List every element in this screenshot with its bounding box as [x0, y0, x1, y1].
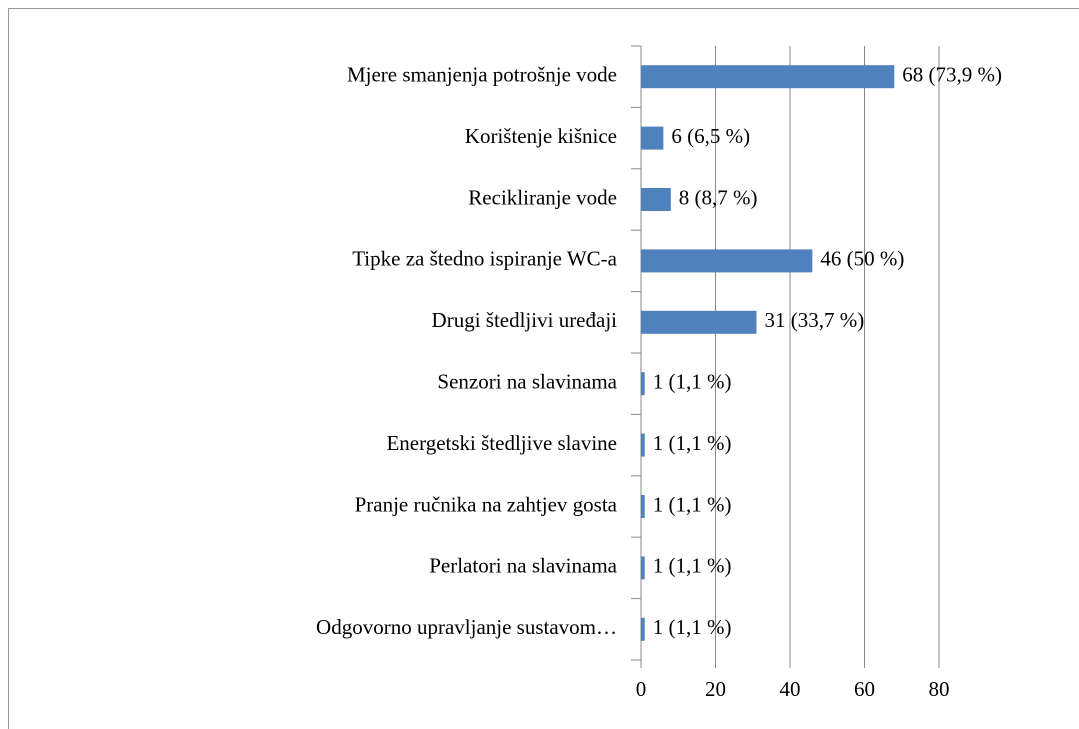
data-label: 68 (73,9 %): [902, 63, 1002, 87]
x-tick-label: 60: [854, 677, 875, 701]
y-tick-label: Drugi štedljivi uređaji: [432, 308, 618, 332]
y-tick-label: Tipke za štedno ispiranje WC-a: [352, 247, 617, 271]
x-tick-label: 0: [636, 677, 647, 701]
bar: [641, 495, 645, 518]
data-label: 8 (8,7 %): [679, 185, 758, 209]
x-tick-label: 40: [780, 677, 801, 701]
bar: [641, 372, 645, 396]
data-label: 46 (50 %): [820, 247, 904, 271]
x-tick-label: 20: [705, 677, 726, 701]
y-tick-label: Odgovorno upravljanje sustavom…: [316, 615, 617, 639]
y-tick-label: Pranje ručnika na zahtjev gosta: [355, 492, 618, 516]
y-tick-label: Korištenje kišnice: [465, 124, 617, 148]
y-tick-label: Perlatori na slavinama: [429, 554, 617, 578]
bar: [641, 433, 645, 457]
data-label: 1 (1,1 %): [653, 554, 732, 578]
y-tick-label: Mjere smanjenja potrošnje vode: [347, 63, 617, 87]
y-tick-label: Energetski štedljive slavine: [386, 431, 617, 455]
y-tick-label: Senzori na slavinama: [437, 370, 617, 394]
y-tick-label: Recikliranje vode: [468, 185, 617, 209]
data-label: 1 (1,1 %): [653, 492, 732, 516]
data-label: 6 (6,5 %): [671, 124, 750, 148]
data-label: 1 (1,1 %): [653, 431, 732, 455]
data-label: 1 (1,1 %): [653, 615, 732, 639]
bar: [641, 126, 664, 150]
bar: [641, 617, 645, 641]
data-label: 1 (1,1 %): [653, 370, 732, 394]
bar: [641, 65, 895, 89]
frame: [8, 8, 1079, 729]
data-label: 31 (33,7 %): [764, 308, 864, 332]
bar: [641, 310, 757, 334]
bar: [641, 249, 813, 273]
bar: [641, 556, 645, 580]
x-tick-label: 80: [929, 677, 950, 701]
bar: [641, 188, 671, 211]
